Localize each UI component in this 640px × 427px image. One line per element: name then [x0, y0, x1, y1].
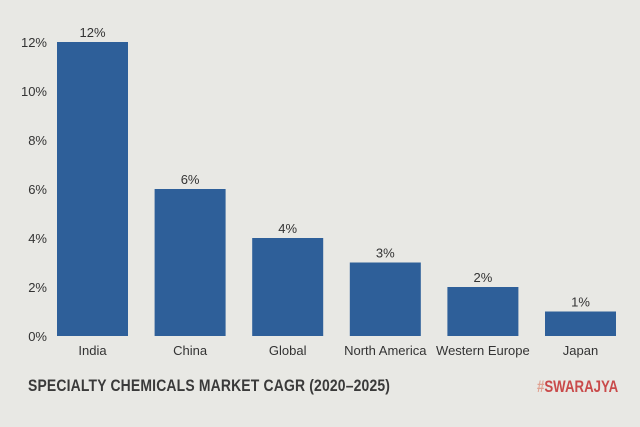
y-tick-label: 6%: [28, 182, 47, 197]
data-label: 3%: [376, 246, 395, 261]
x-tick-label: North America: [344, 343, 427, 358]
y-tick-label: 4%: [28, 231, 47, 246]
x-tick-label: India: [78, 343, 107, 358]
bar-north-america: [349, 262, 421, 336]
y-tick-label: 10%: [21, 84, 47, 99]
x-tick-label: Global: [269, 343, 307, 358]
data-label: 4%: [278, 221, 297, 236]
swarajya-logo: #SWARAJYA: [536, 377, 618, 396]
data-label: 6%: [181, 172, 200, 187]
data-label: 12%: [79, 25, 105, 40]
bar-western-europe: [447, 287, 519, 336]
bar-china: [154, 189, 226, 336]
y-tick-label: 0%: [28, 329, 47, 344]
data-label: 1%: [571, 295, 590, 310]
x-tick-label: Western Europe: [436, 343, 530, 358]
x-tick-label: China: [173, 343, 208, 358]
y-tick-label: 2%: [28, 280, 47, 295]
bar-india: [57, 42, 128, 336]
y-tick-label: 8%: [28, 133, 47, 148]
bar-japan: [545, 311, 616, 336]
chart-title: SPECIALTY CHEMICALS MARKET CAGR (2020–20…: [28, 376, 391, 395]
x-tick-label: Japan: [563, 343, 598, 358]
bar-global: [252, 238, 324, 336]
y-tick-label: 12%: [21, 35, 47, 50]
data-label: 2%: [474, 270, 493, 285]
